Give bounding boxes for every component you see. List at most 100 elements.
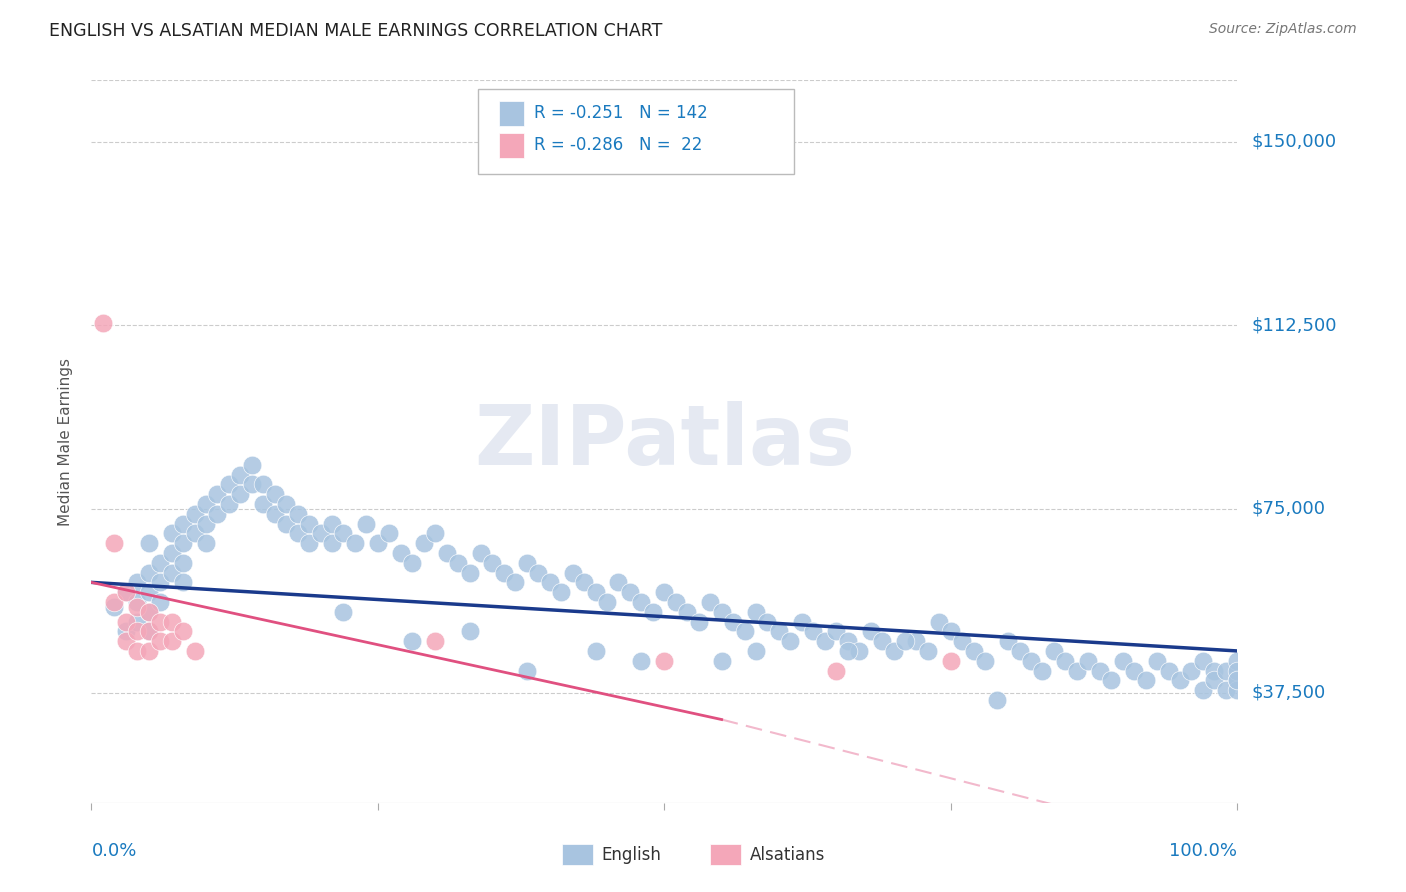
- Point: [561, 566, 583, 580]
- Text: ENGLISH VS ALSATIAN MEDIAN MALE EARNINGS CORRELATION CHART: ENGLISH VS ALSATIAN MEDIAN MALE EARNINGS…: [49, 22, 662, 40]
- Text: R = -0.286   N =  22: R = -0.286 N = 22: [534, 136, 703, 154]
- Point: [127, 624, 149, 639]
- Point: [986, 693, 1008, 707]
- Point: [287, 526, 309, 541]
- Point: [1088, 664, 1111, 678]
- Point: [298, 536, 321, 550]
- Point: [1192, 654, 1215, 668]
- Point: [207, 487, 229, 501]
- Point: [1019, 654, 1042, 668]
- Point: [367, 536, 389, 550]
- Point: [298, 516, 321, 531]
- Point: [138, 624, 160, 639]
- Point: [127, 595, 149, 609]
- Point: [138, 644, 160, 658]
- Point: [332, 605, 354, 619]
- Point: [1066, 664, 1088, 678]
- Point: [252, 477, 274, 491]
- Point: [160, 546, 183, 560]
- Point: [240, 458, 263, 472]
- Point: [332, 526, 354, 541]
- Point: [928, 615, 950, 629]
- Point: [882, 644, 904, 658]
- Point: [1204, 664, 1226, 678]
- Point: [114, 585, 136, 599]
- Point: [1077, 654, 1099, 668]
- Point: [665, 595, 688, 609]
- Point: [149, 556, 172, 570]
- Point: [1180, 664, 1202, 678]
- Point: [149, 615, 172, 629]
- Point: [103, 595, 125, 609]
- Point: [825, 664, 848, 678]
- Point: [939, 624, 962, 639]
- Point: [607, 575, 630, 590]
- Point: [401, 634, 423, 648]
- Point: [1008, 644, 1031, 658]
- Point: [343, 536, 366, 550]
- Point: [1226, 683, 1249, 698]
- Text: $75,000: $75,000: [1251, 500, 1326, 518]
- Point: [870, 634, 893, 648]
- Point: [436, 546, 458, 560]
- Text: Alsatians: Alsatians: [749, 846, 825, 863]
- Point: [458, 566, 481, 580]
- Point: [950, 634, 973, 648]
- Point: [183, 526, 205, 541]
- Point: [848, 644, 870, 658]
- Point: [114, 615, 136, 629]
- Point: [127, 575, 149, 590]
- Point: [423, 634, 446, 648]
- Point: [894, 634, 917, 648]
- Point: [974, 654, 997, 668]
- Point: [378, 526, 401, 541]
- Point: [1111, 654, 1133, 668]
- Point: [207, 507, 229, 521]
- Point: [745, 644, 768, 658]
- Point: [859, 624, 882, 639]
- Point: [596, 595, 619, 609]
- Point: [1099, 673, 1122, 688]
- Point: [1215, 664, 1237, 678]
- Point: [470, 546, 492, 560]
- Point: [229, 467, 252, 482]
- Point: [276, 516, 298, 531]
- Point: [160, 634, 183, 648]
- Point: [138, 536, 160, 550]
- Point: [825, 624, 848, 639]
- Point: [127, 644, 149, 658]
- Point: [1226, 664, 1249, 678]
- Point: [699, 595, 721, 609]
- Point: [1157, 664, 1180, 678]
- Text: R = -0.251   N = 142: R = -0.251 N = 142: [534, 104, 709, 122]
- Point: [814, 634, 837, 648]
- Point: [172, 575, 194, 590]
- Point: [1146, 654, 1168, 668]
- Point: [127, 615, 149, 629]
- Point: [172, 624, 194, 639]
- Point: [183, 644, 205, 658]
- Point: [768, 624, 790, 639]
- Point: [194, 497, 217, 511]
- Point: [138, 605, 160, 619]
- Point: [138, 566, 160, 580]
- Point: [423, 526, 446, 541]
- Point: [172, 556, 194, 570]
- Point: [138, 624, 160, 639]
- Point: [572, 575, 595, 590]
- Point: [905, 634, 928, 648]
- Point: [218, 497, 240, 511]
- Point: [1226, 673, 1249, 688]
- Text: 0.0%: 0.0%: [91, 842, 136, 860]
- Point: [138, 605, 160, 619]
- Point: [447, 556, 470, 570]
- Text: $150,000: $150,000: [1251, 133, 1336, 151]
- Point: [505, 575, 527, 590]
- Point: [218, 477, 240, 491]
- Point: [309, 526, 332, 541]
- Point: [138, 585, 160, 599]
- Point: [114, 624, 136, 639]
- Point: [412, 536, 434, 550]
- Point: [103, 599, 125, 614]
- Point: [619, 585, 641, 599]
